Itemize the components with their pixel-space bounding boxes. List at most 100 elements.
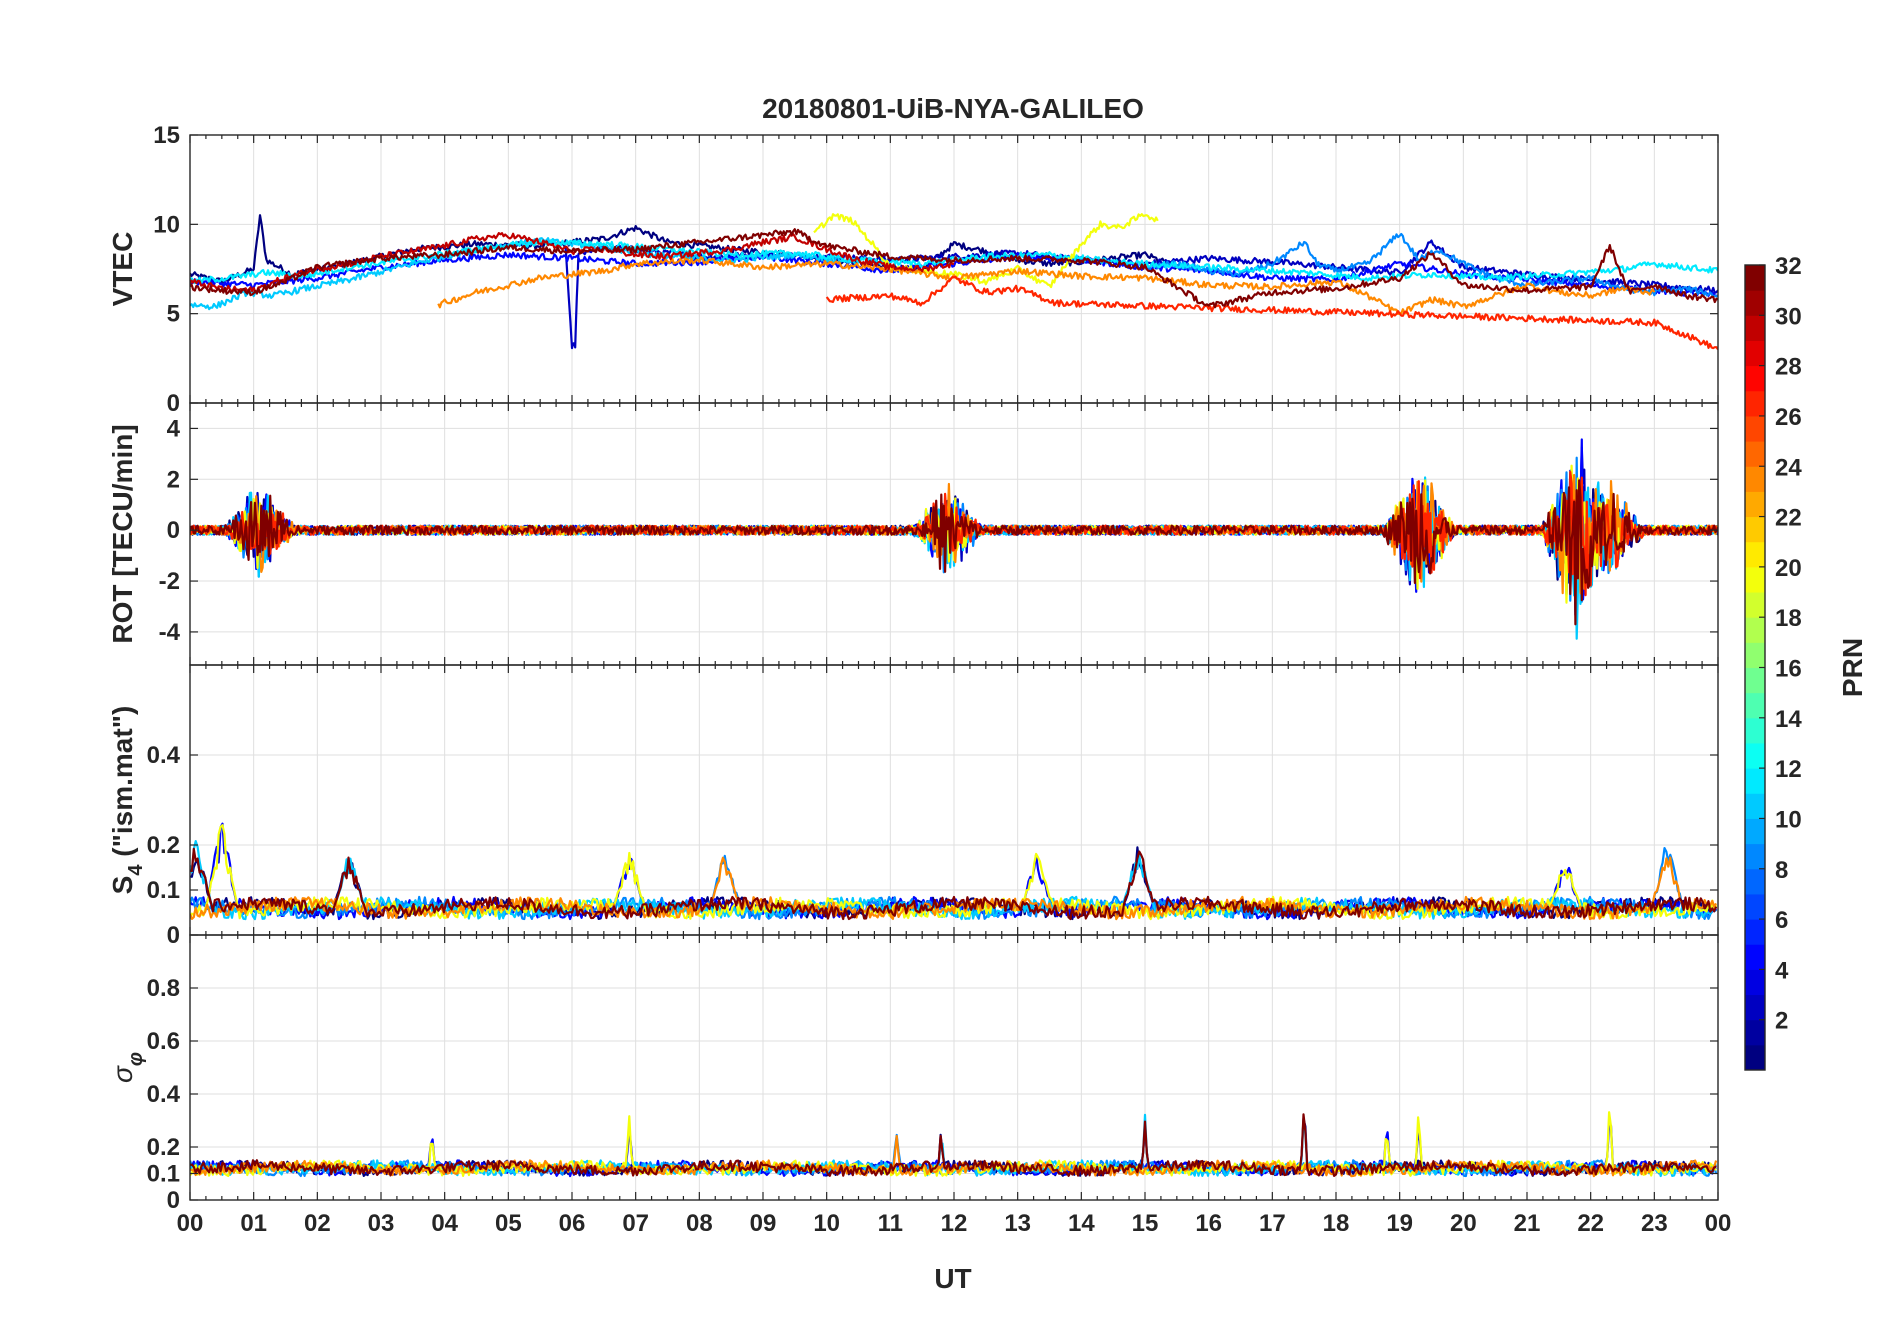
colorbar-segment <box>1745 642 1765 668</box>
x-tick-labels: 00 01 02 03 04 05 06 07 08 09 10 11 12 13 14 15 16 17 18 19… <box>177 1210 1732 1237</box>
colorbar-tick-label: 16 <box>1775 656 1802 683</box>
x-tick-label: 05 <box>495 1210 522 1237</box>
x-tick-label: 14 <box>1068 1210 1095 1237</box>
colorbar-segment <box>1745 1044 1765 1071</box>
plot-area <box>190 1111 1718 1178</box>
y-tick-label: -4 <box>159 619 181 646</box>
chart-title: 20180801-UiB-NYA-GALILEO <box>762 93 1144 124</box>
colorbar-segment <box>1745 290 1765 316</box>
colorbar-segment <box>1745 466 1765 492</box>
x-tick-label: 07 <box>622 1210 649 1237</box>
panel-rot: -4 -2 0 2 4 ROT [TECU/min] <box>107 402 1719 666</box>
colorbar-tick-label: 22 <box>1775 505 1802 532</box>
series-prn-5 <box>190 251 1718 298</box>
y-tick-label: 10 <box>153 211 180 238</box>
colorbar-tick-label: 14 <box>1775 706 1802 733</box>
y-axis-label: VTEC <box>107 232 138 307</box>
series-prn-27 <box>825 275 1718 351</box>
colorbar-segment <box>1745 617 1765 643</box>
colorbar-tick-label: 8 <box>1775 857 1788 884</box>
colorbar-segment <box>1745 893 1765 920</box>
series-prn-20 <box>190 824 1718 921</box>
colorbar-segment <box>1745 340 1765 367</box>
colorbar-tick-label: 26 <box>1775 404 1802 431</box>
y-tick-label: 0 <box>167 922 180 949</box>
colorbar-segment <box>1745 566 1765 593</box>
y-tick-label: 0.2 <box>147 1134 180 1161</box>
colorbar-segment <box>1745 969 1765 996</box>
colorbar-segment <box>1745 1019 1765 1046</box>
x-tick-label: 17 <box>1259 1210 1286 1237</box>
y-tick-label: 0 <box>167 1187 180 1214</box>
colorbar-tick-label: 12 <box>1775 756 1802 783</box>
y-tick-label: -2 <box>159 568 180 595</box>
series-prn-11 <box>190 237 860 311</box>
colorbar-segment <box>1745 365 1765 392</box>
colorbar-segment <box>1745 541 1765 568</box>
y-tick-label: 0.6 <box>147 1028 180 1055</box>
plot-area <box>190 213 1718 351</box>
x-tick-label: 20 <box>1450 1210 1477 1237</box>
colorbar-tick-label: 28 <box>1775 354 1802 381</box>
x-tick-label: 06 <box>559 1210 586 1237</box>
y-tick-label: 0.8 <box>147 975 180 1002</box>
colorbar-segment <box>1745 441 1765 467</box>
colorbar-segment <box>1745 717 1765 744</box>
panel-vtec: 0 5 10 15 VTEC <box>107 122 1719 417</box>
panel-sigma-phi: 00.10.2 0.4 0.6 0.8 σφ <box>107 934 1719 1214</box>
colorbar-segment <box>1745 919 1765 945</box>
x-tick-label: 00 <box>1705 1210 1732 1237</box>
colorbar-segment <box>1745 516 1765 543</box>
y-tick-label: 15 <box>153 122 180 149</box>
x-tick-label: 23 <box>1641 1210 1668 1237</box>
plot-area <box>190 438 1718 640</box>
colorbar-tick-label: 6 <box>1775 907 1788 934</box>
x-tick-label: 16 <box>1195 1210 1222 1237</box>
y-axis-label: σφ <box>107 1052 147 1083</box>
colorbar-tick-label: 4 <box>1775 957 1789 984</box>
y-tick-label: 0.4 <box>147 742 181 769</box>
colorbar-tick-label: 30 <box>1775 303 1802 330</box>
series-prn-32 <box>190 847 1718 921</box>
plot-area <box>190 822 1718 921</box>
series-prn-27 <box>190 470 1718 597</box>
grid <box>189 665 1719 936</box>
x-tick-label: 15 <box>1132 1210 1159 1237</box>
y-axis-label: ROT [TECU/min] <box>107 424 138 643</box>
y-tick-label: 5 <box>167 301 180 328</box>
x-tick-label: 04 <box>431 1210 458 1237</box>
y-axis-label: S4 ("ism.mat") <box>107 706 147 895</box>
panel-s4: 0 0.1 0.2 0.4S4 ("ism.mat") <box>107 664 1719 949</box>
y-tick-label: 0 <box>167 517 180 544</box>
colorbar-tick-label: 32 <box>1775 253 1802 280</box>
colorbar-segment <box>1745 994 1765 1021</box>
colorbar-segment <box>1745 491 1765 518</box>
colorbar-segment <box>1745 692 1765 719</box>
x-tick-label: 12 <box>941 1210 968 1237</box>
colorbar-segment <box>1745 390 1765 417</box>
colorbar-segment <box>1745 868 1765 895</box>
x-tick-label: 09 <box>750 1210 777 1237</box>
colorbar-segment <box>1745 315 1765 341</box>
x-tick-label: 19 <box>1386 1210 1413 1237</box>
x-tick-label: 03 <box>368 1210 395 1237</box>
x-tick-label: 13 <box>1004 1210 1031 1237</box>
colorbar-segment <box>1745 944 1765 970</box>
colorbar-segment <box>1745 793 1765 819</box>
x-tick-label: 22 <box>1577 1210 1604 1237</box>
colorbar-tick-label: 24 <box>1775 454 1802 481</box>
y-tick-label: 0.2 <box>147 832 180 859</box>
x-tick-label: 10 <box>813 1210 840 1237</box>
colorbar-tick-label: 18 <box>1775 605 1802 632</box>
colorbar-segment <box>1745 843 1765 870</box>
colorbar-segment <box>1745 818 1765 845</box>
y-tick-label: 0.1 <box>147 877 180 904</box>
x-axis-label: UT <box>934 1263 971 1294</box>
colorbar-label: PRN <box>1837 638 1868 697</box>
x-tick-label: 00 <box>177 1210 204 1237</box>
y-tick-label: 4 <box>167 415 181 442</box>
x-tick-label: 02 <box>304 1210 331 1237</box>
x-tick-label: 01 <box>240 1210 267 1237</box>
